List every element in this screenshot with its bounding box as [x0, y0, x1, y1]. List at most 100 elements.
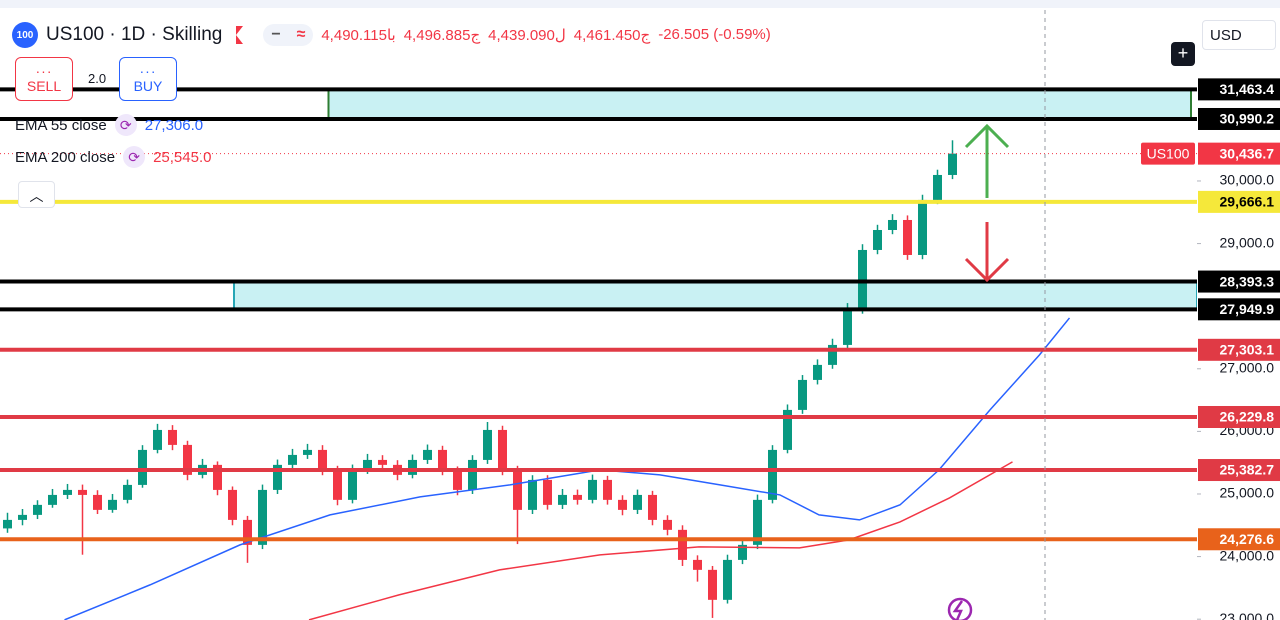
level-label: 29,666.1 [1220, 194, 1275, 210]
candle-body [708, 569, 717, 600]
candle-body [333, 469, 342, 500]
symbol-badge: 100 [12, 22, 38, 48]
candle-body [663, 519, 672, 530]
candle-body [3, 519, 12, 529]
candle-body [828, 344, 837, 365]
candle-body [783, 409, 792, 450]
level-label-bg [1198, 78, 1280, 101]
last-price-name-bg [1141, 142, 1195, 165]
legend-icon: ⟳ [123, 146, 146, 168]
candle-body [258, 489, 267, 545]
level-label-bg [1198, 338, 1280, 361]
candle-body [408, 459, 417, 475]
candle-body [558, 494, 567, 505]
candle-body [93, 494, 102, 510]
level-label: 28,393.3 [1220, 273, 1275, 289]
candle-body [648, 494, 657, 520]
candle-body [18, 514, 27, 520]
candle-body [633, 494, 642, 510]
candle-body [528, 479, 537, 510]
currency-select[interactable]: USD [1202, 20, 1276, 50]
legend-name: EMA 200 close [15, 148, 116, 166]
ohlc-value: 4,461.450 [573, 27, 641, 44]
legend-name: EMA 55 close [15, 116, 107, 134]
ohlc-prefix: ل [554, 27, 566, 44]
candle-body [843, 309, 852, 345]
level-label-bg [1198, 107, 1280, 130]
ohlc-value: 4,490.115 [321, 27, 387, 44]
ohlc-item: ج4,461.450 [574, 26, 650, 44]
sell-button[interactable]: ··· SELL [15, 57, 73, 101]
candle-body [723, 559, 732, 600]
y-tick-label: 30,000.0 [1220, 172, 1275, 188]
legend-row: EMA 55 close ⟳ 27,306.0 [15, 114, 203, 136]
candle-body [243, 519, 252, 545]
symbol-title[interactable]: US100 · 1D · Skilling [46, 24, 223, 45]
candle-body [513, 469, 522, 510]
ohlc-values: با4,490.115 ج4,496.885 ل4,439.090 ج4,461.45… [321, 26, 770, 44]
candle-body [618, 499, 627, 510]
down-arrow [964, 222, 1010, 283]
candle-body [33, 504, 42, 515]
ohlc-prefix: با [386, 27, 396, 44]
plot-area [0, 87, 1198, 620]
candle-body [918, 199, 927, 255]
candle-body [423, 449, 432, 460]
level-label: 26,229.8 [1220, 409, 1275, 425]
buy-button[interactable]: ··· BUY [119, 57, 177, 101]
level-label-bg [1198, 528, 1280, 551]
ohlc-value: 4,439.090 [488, 27, 555, 44]
quantity: 2.0 [88, 71, 107, 86]
candle-body [273, 464, 282, 490]
buy-label: BUY [133, 78, 163, 94]
y-tick-label: 27,000.0 [1220, 359, 1275, 375]
price-axis: 23,000.024,000.025,000.026,000.027,000.0… [1141, 10, 1280, 620]
last-price-bg [1198, 142, 1280, 165]
candle-body [228, 489, 237, 520]
level-label-bg [1198, 298, 1280, 321]
candle-body [168, 429, 177, 445]
candle-body [798, 379, 807, 410]
alert-icon[interactable] [947, 597, 973, 620]
candle-body [603, 479, 612, 500]
candle-body [363, 459, 372, 470]
level-label: 31,463.4 [1220, 81, 1275, 97]
candle-body [123, 484, 132, 500]
candle-body [693, 559, 702, 570]
candle-body [183, 444, 192, 475]
candle-body [483, 429, 492, 460]
legend-row: EMA 200 close ⟳ 25,545.0 [15, 146, 211, 168]
add-button[interactable]: + [1171, 42, 1195, 66]
status-pill[interactable]: − ≈ [263, 24, 314, 46]
ohlc-item: با4,490.115 [321, 26, 395, 44]
candle-body [573, 494, 582, 500]
candle-body [303, 449, 312, 455]
top-strip [0, 0, 1280, 8]
ema-line [308, 461, 1013, 620]
ohlc-item: ل4,439.090 [488, 26, 566, 44]
level-label-bg [1198, 270, 1280, 293]
candle-body [288, 454, 297, 465]
y-tick-label: 25,000.0 [1220, 485, 1275, 501]
candle-body [888, 219, 897, 230]
level-label: 25,382.7 [1220, 462, 1275, 478]
level-label: 24,276.6 [1220, 531, 1275, 547]
ohlc-item: ج4,496.885 [404, 26, 480, 44]
candle-body [78, 489, 87, 495]
candle-body [753, 499, 762, 545]
collapse-button[interactable]: ︿ [18, 181, 55, 208]
flag-icon[interactable] [236, 26, 244, 44]
up-arrow [964, 123, 1010, 198]
price-change: -26.505 (-0.59%) [658, 26, 771, 43]
sell-label: SELL [26, 78, 62, 94]
candle-body [678, 529, 687, 560]
symbol-header: 100 US100 · 1D · Skilling − ≈ با4,490.115… [12, 21, 771, 49]
level-label: 27,949.9 [1220, 301, 1275, 317]
candle-body [453, 469, 462, 490]
candle-body [933, 174, 942, 200]
candle-body [903, 219, 912, 255]
candle-body [213, 464, 222, 490]
zone [233, 280, 1198, 311]
